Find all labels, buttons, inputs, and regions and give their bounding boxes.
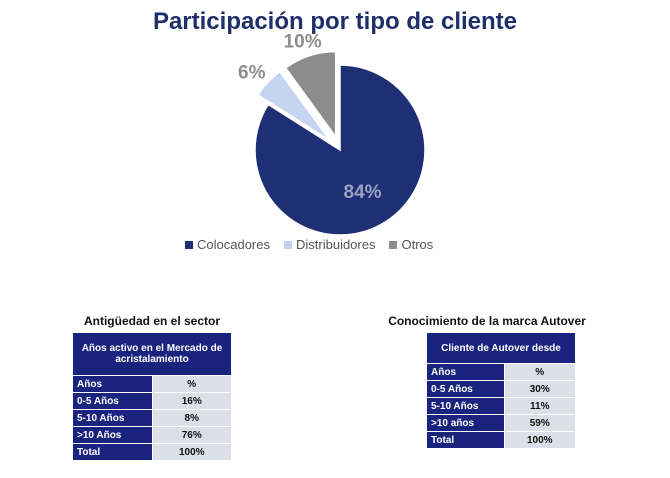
conocimiento-table: Cliente de Autover desde Años % 0-5 Años… xyxy=(426,332,577,449)
row-value: 30% xyxy=(503,380,577,398)
row-value: 59% xyxy=(503,414,577,432)
legend: Colocadores Distribuidores Otros xyxy=(185,237,505,252)
pie-slice-colocadores xyxy=(254,64,426,236)
row-value: 16% xyxy=(151,392,232,410)
legend-label-distribuidores: Distribuidores xyxy=(296,237,376,252)
legend-item-distribuidores: Distribuidores xyxy=(284,237,375,252)
row-value: 100% xyxy=(151,443,232,461)
table-row: >10 Años 76% xyxy=(72,426,232,444)
row-label: >10 años xyxy=(426,414,505,432)
legend-label-otros: Otros xyxy=(401,237,434,252)
table-title-antiguedad: Antigüedad en el sector xyxy=(83,314,221,328)
table-row: >10 años 59% xyxy=(426,414,577,432)
pie-label-distribuidores: 6% xyxy=(238,62,266,83)
row-label: 5-10 Años xyxy=(72,409,153,427)
table-row: Total 100% xyxy=(426,431,577,449)
table-row: 5-10 Años 8% xyxy=(72,409,232,427)
legend-swatch-otros xyxy=(389,240,398,249)
pie-label-otros: 10% xyxy=(284,32,322,53)
col-header-anos: Años xyxy=(72,375,153,393)
table-row: 0-5 Años 30% xyxy=(426,380,577,398)
legend-label-colocadores: Colocadores xyxy=(197,237,270,252)
row-value: 11% xyxy=(503,397,577,415)
row-label: >10 Años xyxy=(72,426,153,444)
row-label: Total xyxy=(426,431,505,449)
table-conocimiento: Conocimiento de la marca Autover Cliente… xyxy=(372,314,602,449)
table-row: Total 100% xyxy=(72,443,232,461)
pie-label-colocadores: 84% xyxy=(344,182,382,203)
chart-title: Participación por tipo de cliente xyxy=(152,8,518,35)
legend-item-colocadores: Colocadores xyxy=(185,237,270,252)
table-antiguedad: Antigüedad en el sector Años activo en e… xyxy=(72,314,232,461)
legend-item-otros: Otros xyxy=(389,237,433,252)
row-label: 5-10 Años xyxy=(426,397,505,415)
col-header-pct: % xyxy=(503,363,577,381)
col-header-pct: % xyxy=(151,375,232,393)
col-header-anos: Años xyxy=(426,363,505,381)
legend-swatch-colocadores xyxy=(185,240,193,249)
table-row: 0-5 Años 16% xyxy=(72,392,232,410)
row-label: 0-5 Años xyxy=(426,380,505,398)
row-label: 0-5 Años xyxy=(72,392,153,410)
table-header-antiguedad: Años activo en el Mercado de acristalami… xyxy=(72,332,232,376)
table-title-conocimiento: Conocimiento de la marca Autover xyxy=(388,314,586,328)
table-header-conocimiento: Cliente de Autover desde xyxy=(426,332,576,364)
pie-slice-distribuidores xyxy=(256,70,331,142)
row-value: 76% xyxy=(151,426,232,444)
row-value: 100% xyxy=(503,431,577,449)
row-value: 8% xyxy=(151,409,232,427)
row-label: Total xyxy=(72,443,153,461)
antiguedad-table: Años activo en el Mercado de acristalami… xyxy=(72,332,232,461)
legend-swatch-distribuidores xyxy=(284,240,292,249)
table-row: 5-10 Años 11% xyxy=(426,397,577,415)
pie-slice-otros xyxy=(284,50,337,139)
pie-chart: 84% 6% 10% xyxy=(238,32,426,236)
